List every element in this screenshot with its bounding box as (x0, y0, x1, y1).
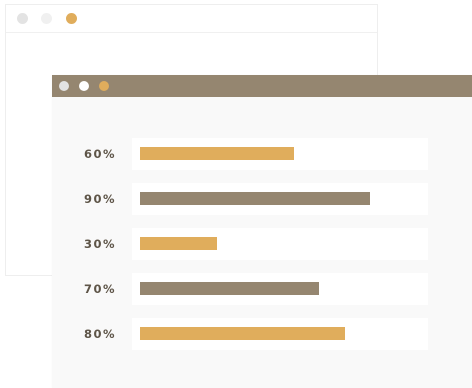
window-dot-icon (41, 13, 52, 24)
bar-label: 70% (84, 282, 117, 296)
bar-track (132, 183, 428, 215)
bar (140, 282, 319, 295)
chart-row: 60% (52, 138, 472, 170)
bar-track (132, 273, 428, 305)
bar (140, 237, 217, 250)
bar-track (132, 318, 428, 350)
window-dot-icon (99, 81, 109, 91)
bar (140, 147, 294, 160)
bar-label: 80% (84, 327, 117, 341)
bar-track (132, 138, 428, 170)
chart-row: 70% (52, 273, 472, 305)
progress-bar-chart: 60% 90% 30% 70% 80% (52, 97, 472, 388)
bar (140, 192, 370, 205)
window-dot-icon (17, 13, 28, 24)
bar-label: 60% (84, 147, 117, 161)
foreground-window-titlebar (52, 75, 472, 97)
window-dot-icon (59, 81, 69, 91)
foreground-window: 60% 90% 30% 70% 80% (52, 75, 472, 388)
bar-label: 90% (84, 192, 117, 206)
bar (140, 327, 345, 340)
window-dot-icon (66, 13, 77, 24)
background-window-titlebar (6, 5, 377, 33)
bar-track (132, 228, 428, 260)
chart-row: 80% (52, 318, 472, 350)
chart-row: 90% (52, 183, 472, 215)
window-dot-icon (79, 81, 89, 91)
chart-row: 30% (52, 228, 472, 260)
bar-label: 30% (84, 237, 117, 251)
